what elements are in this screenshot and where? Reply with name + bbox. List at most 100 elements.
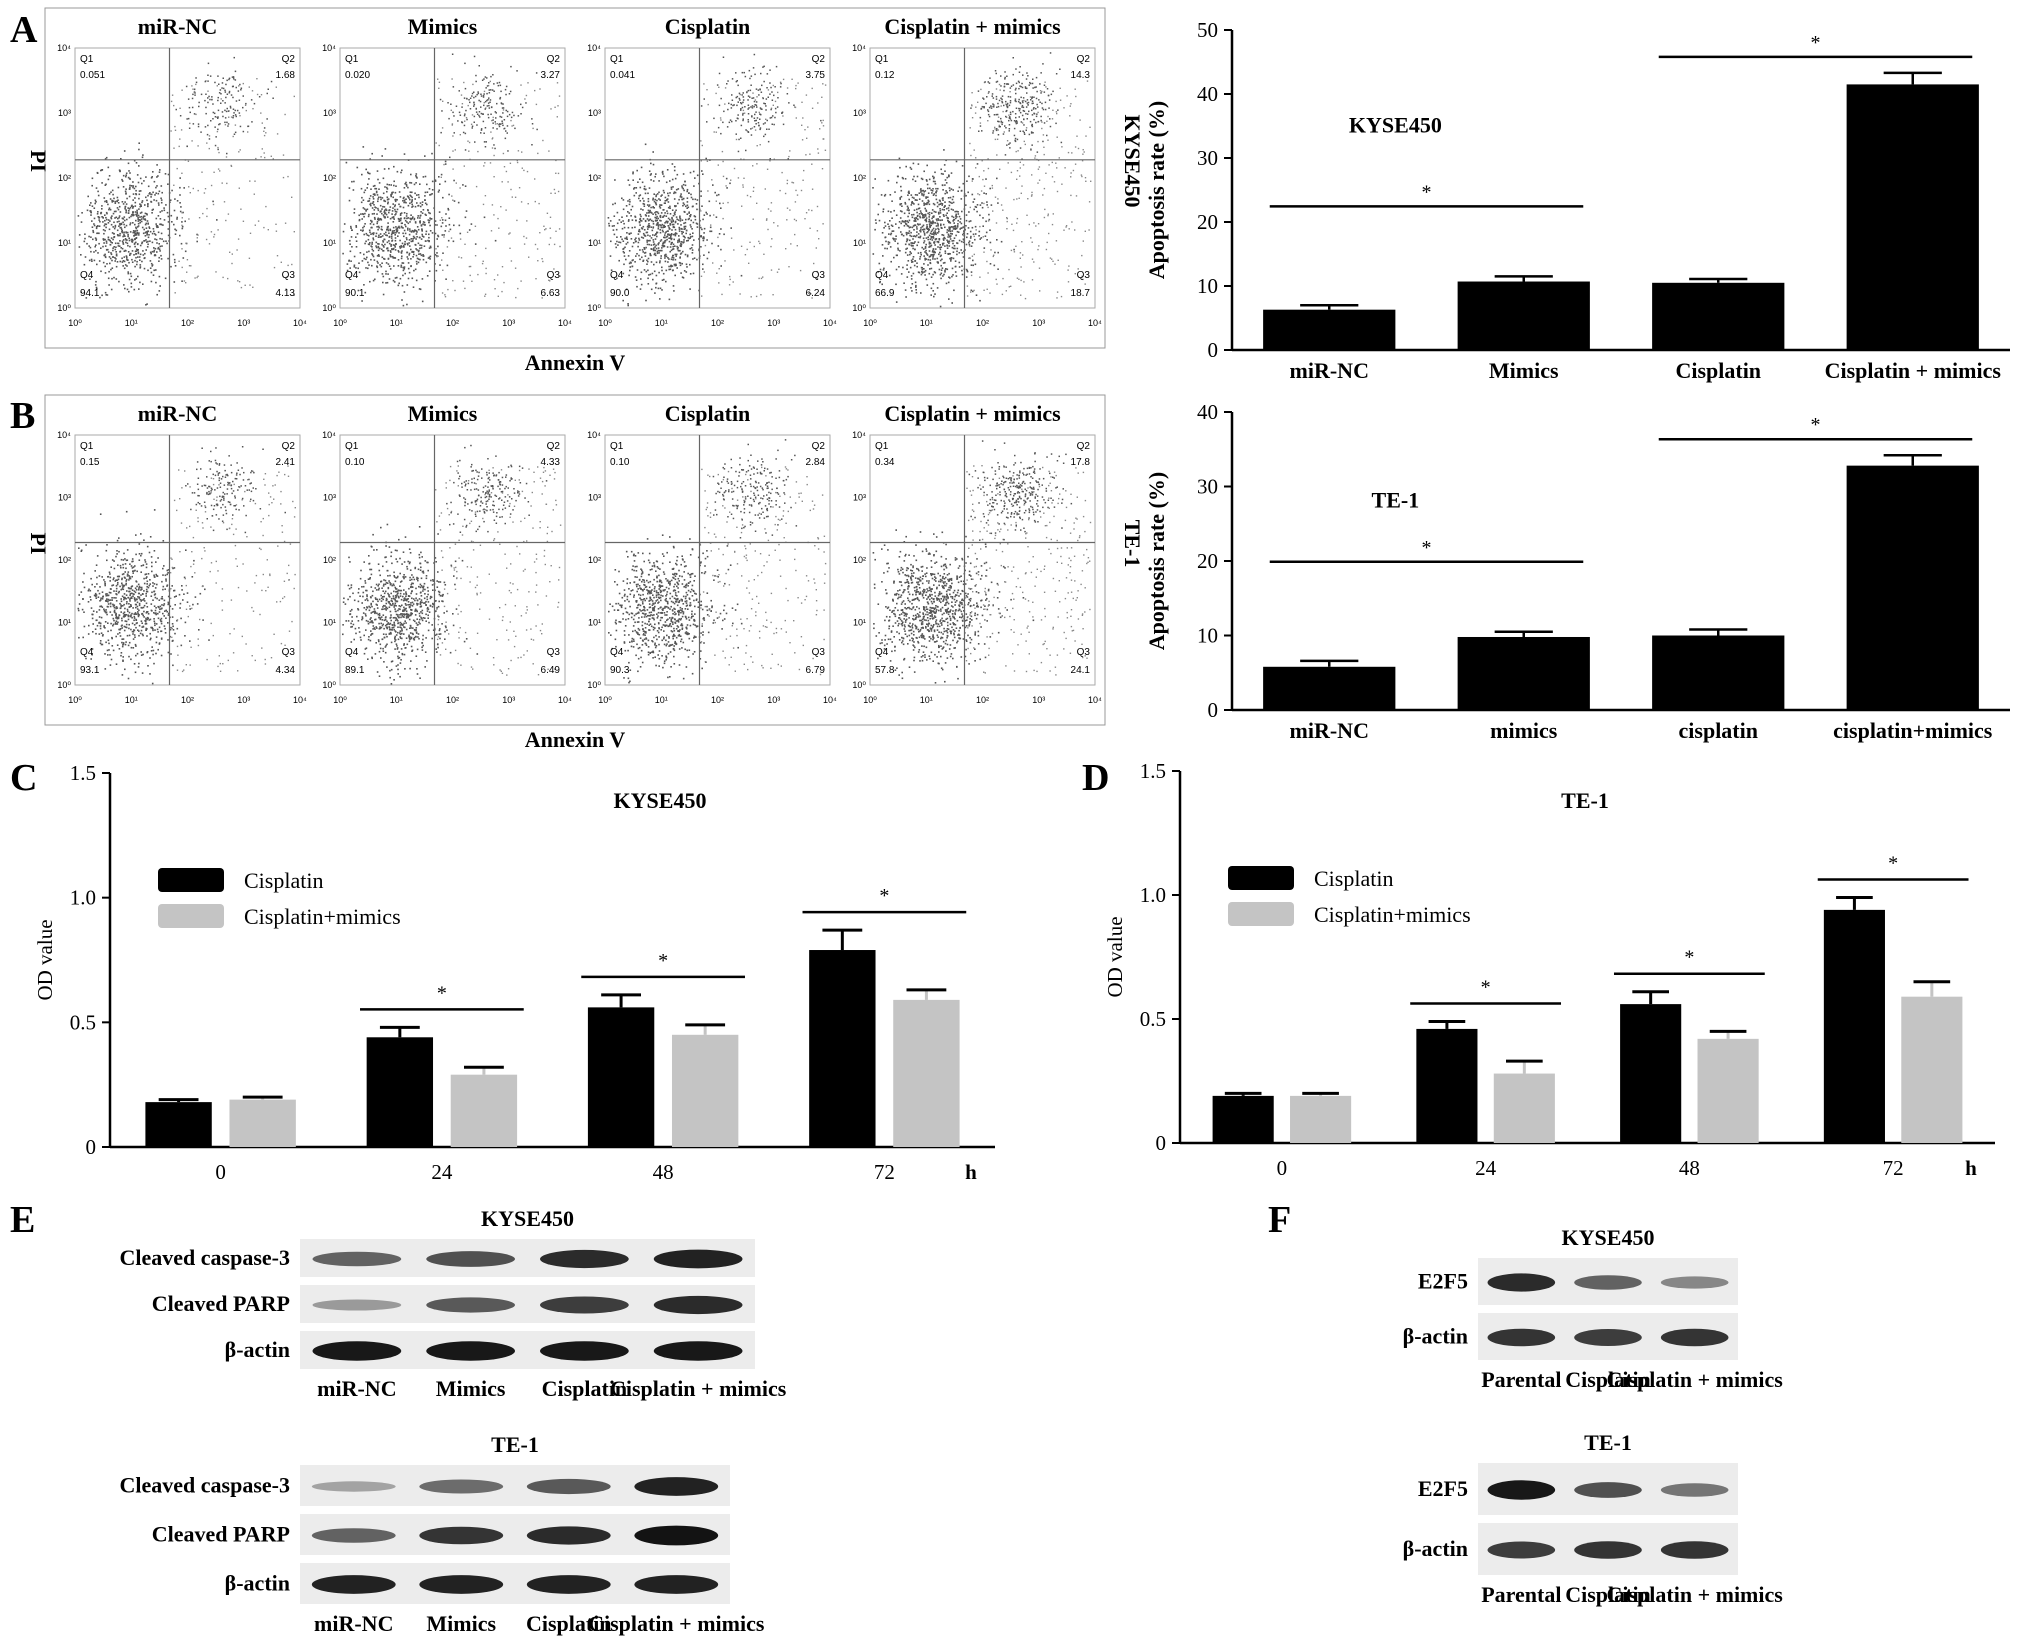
flow-dot [507,150,509,152]
flow-dot [892,230,895,232]
flow-dot [954,225,957,228]
flow-dot [670,188,673,190]
flow-dot [654,252,656,255]
flow-dot [1030,131,1033,133]
flow-dot [1009,111,1012,114]
flow-dot [238,151,240,153]
flow-dot [755,123,757,125]
flow-dot [1056,297,1058,299]
flow-dot [954,265,957,268]
flow-dot [476,93,478,96]
flow-dot [424,155,426,157]
flow-dot [1001,98,1003,101]
flow-dot [1070,194,1072,197]
flow-dot [907,194,909,196]
flow-dot [673,191,676,193]
flow-dot [475,107,477,110]
flow-dot [441,292,444,294]
flow-dot [942,173,944,175]
flow-dot [647,224,650,227]
flow-dot [681,276,684,278]
flow-dot [925,220,928,223]
flow-dot [781,112,783,114]
flow-dot [216,85,218,87]
flow-dot [659,207,662,209]
flow-dot [953,237,956,239]
flow-dot [121,257,123,260]
flow-dot [415,238,417,240]
flow-dot [690,196,693,199]
flow-dot [422,236,425,238]
flow-dot [928,243,931,245]
flow-dot [417,194,420,196]
flow-dot [980,190,983,192]
flow-dot [794,201,797,203]
flow-dot [1030,149,1032,151]
flow-dot [663,175,665,178]
flow-dot [701,144,703,147]
flow-dot [550,192,552,194]
flow-dot [979,116,982,119]
flow-dot [378,255,380,257]
flow-dot [936,257,939,260]
flow-dot [939,255,942,258]
flow-dot [696,226,699,228]
flow-dot [272,97,274,99]
flow-dot [702,263,704,266]
flow-dot [1075,95,1077,98]
flow-dot [920,177,923,180]
flow-dot [1030,99,1032,101]
flow-dot [383,216,385,218]
flow-dot [512,124,515,127]
flow-dot [730,227,732,229]
flow-dot [143,180,145,182]
flow-dot [655,194,658,196]
flow-dot [684,184,687,187]
flow-dot [665,269,668,272]
flow-dot [1036,103,1038,106]
flow-dot [158,171,161,173]
flow-dot [361,300,363,302]
flow-dot [936,287,939,289]
flow-dot [143,218,145,221]
flow-dot [351,180,353,183]
flow-dot [779,189,781,192]
flow-dot [940,272,943,275]
flow-dot [609,220,612,222]
flow-dot [167,215,170,218]
flow-dot [917,241,920,244]
flow-dot [632,172,634,175]
flow-dot [245,109,247,112]
flow-dot [493,154,495,157]
flow-dot [724,260,726,262]
flow-x-tick: 10⁰ [598,318,612,328]
flow-dot [880,194,883,196]
flow-dot [972,201,975,203]
flow-dot [921,192,923,195]
flow-dot [414,221,417,223]
flow-dot [914,260,917,262]
flow-dot [144,257,146,259]
flow-dot [969,237,972,239]
flow-dot [677,241,679,244]
flow-dot [227,125,229,127]
flow-dot [381,235,384,237]
flow-dot [669,237,672,239]
flow-dot [653,247,655,249]
flow-dot [480,106,482,108]
flow-dot [941,204,943,206]
flow-dot [685,232,687,235]
flow-dot [957,223,959,225]
flow-dot [1021,158,1023,160]
flow-dot [672,248,675,250]
flow-dot [989,187,991,190]
flow-dot [284,222,287,224]
flow-dot [937,218,939,220]
flow-dot [930,224,932,227]
flow-dot [90,202,92,204]
flow-dot [214,126,216,128]
flow-dot [1003,104,1005,107]
flow-dot [137,216,139,219]
flow-dot [1015,87,1017,90]
flow-dot [1006,144,1008,146]
